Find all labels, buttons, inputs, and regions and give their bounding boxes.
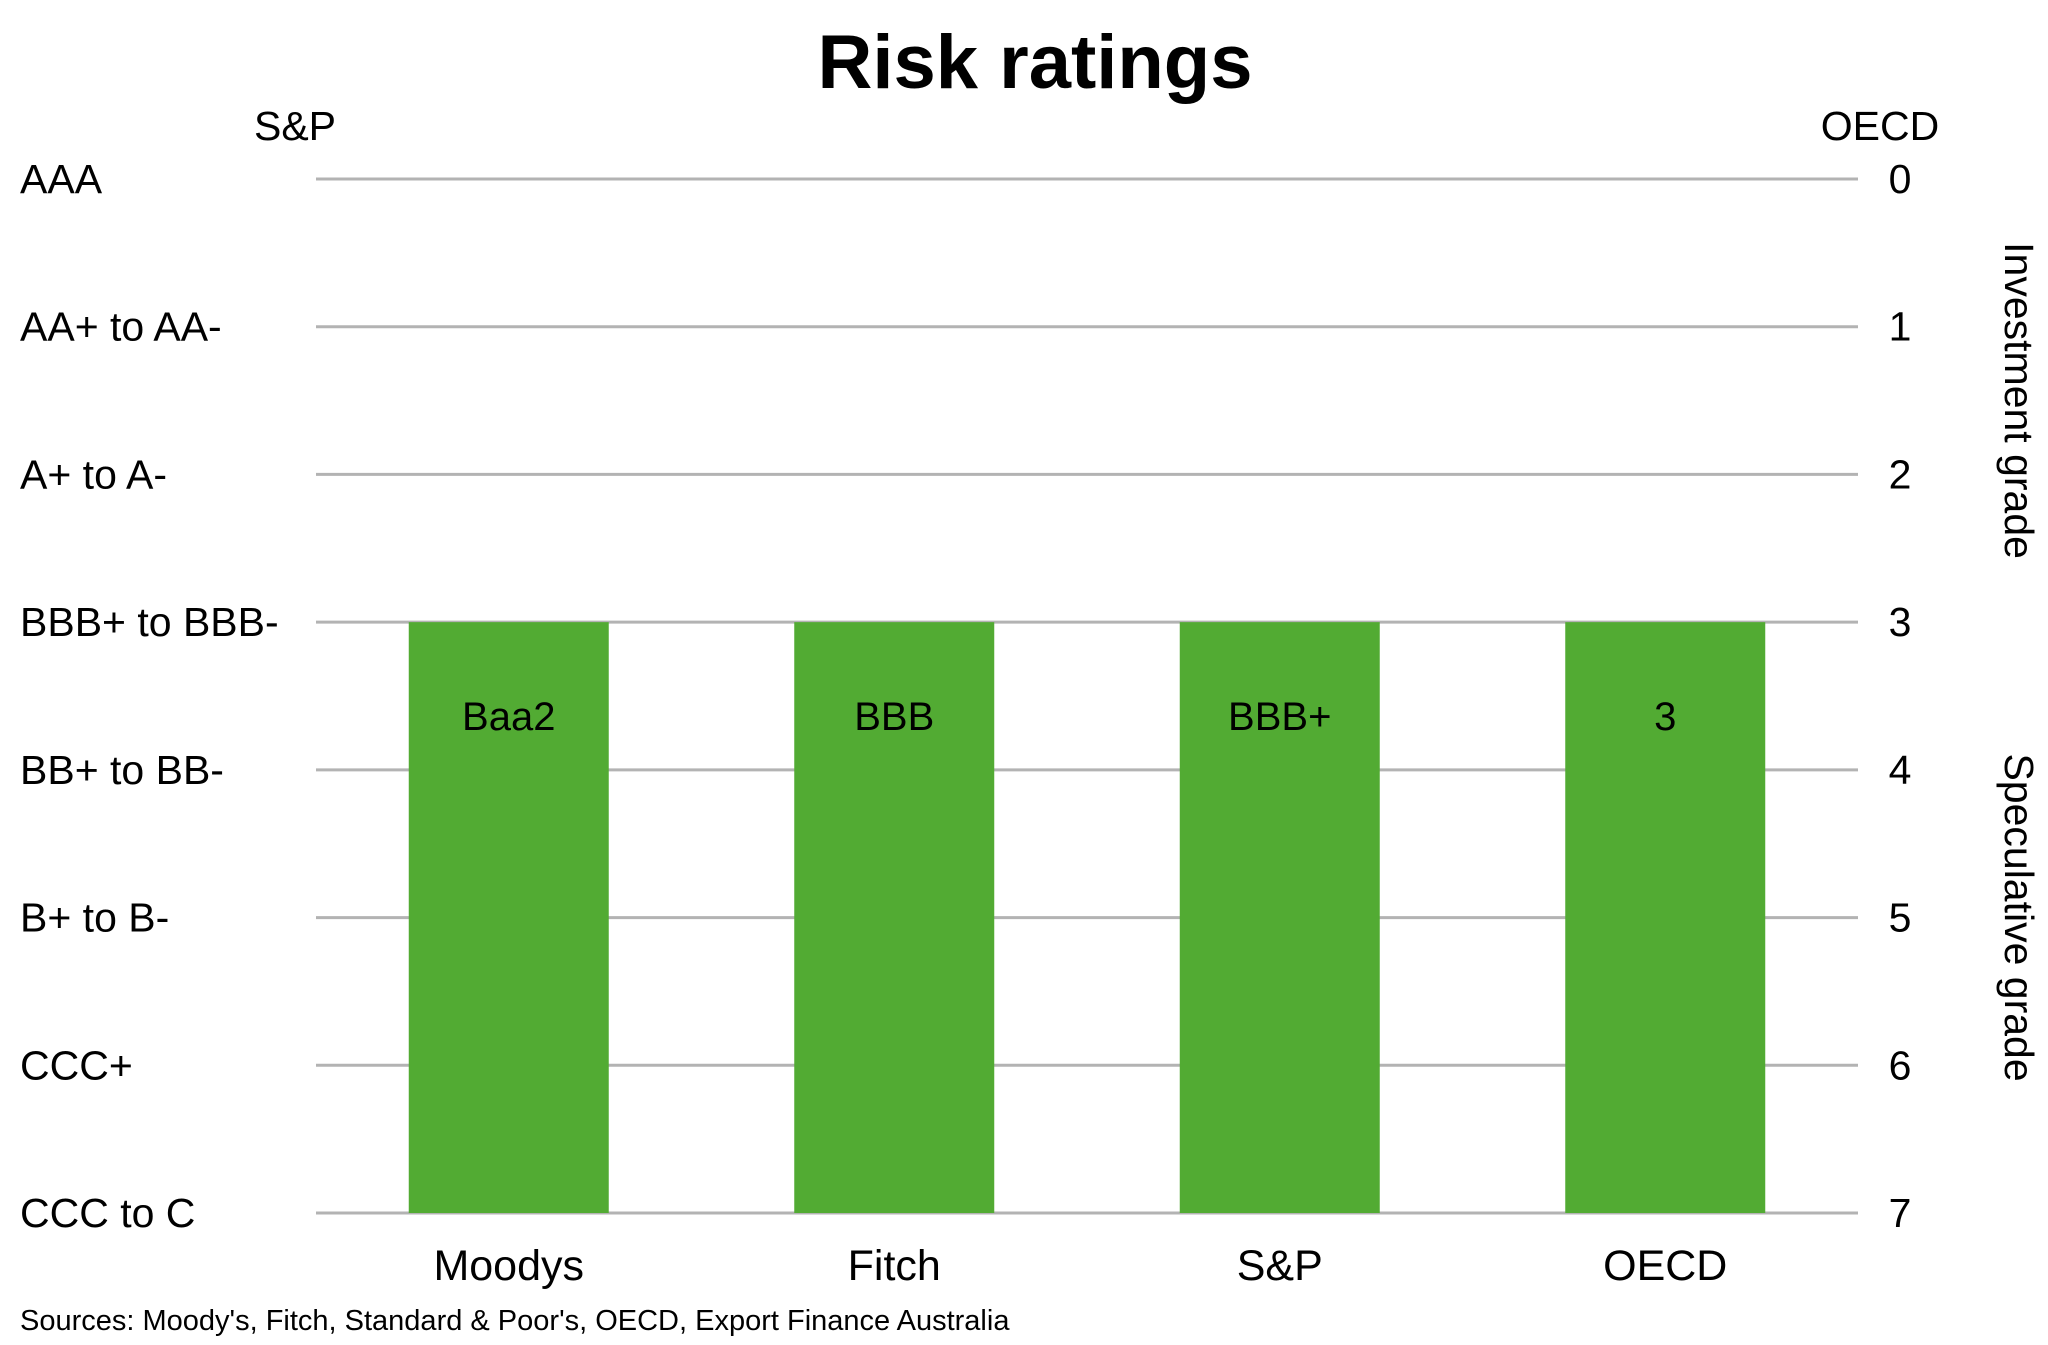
left-tick-label: B+ to B- xyxy=(20,895,169,941)
right-tick-label: 0 xyxy=(1889,156,1912,202)
right-axis-ticks: 0 1 2 3 4 5 6 7 xyxy=(1889,156,1912,1236)
left-tick-label: CCC+ xyxy=(20,1042,133,1088)
bar xyxy=(1179,622,1380,1213)
grade-bands: Investment grade Speculative grade xyxy=(1996,242,2042,1082)
left-axis-name: S&P xyxy=(254,103,336,149)
right-tick-label: 7 xyxy=(1889,1190,1912,1236)
bars: Baa2 BBB BBB+ 3 xyxy=(408,622,1766,1213)
grade-band-label: Investment grade xyxy=(1996,242,2042,559)
category-label: OECD xyxy=(1603,1242,1727,1290)
right-tick-label: 5 xyxy=(1889,895,1912,941)
right-tick-label: 1 xyxy=(1889,304,1912,350)
bar-data-label: 3 xyxy=(1654,695,1676,739)
category-axis: Moodys Fitch S&P OECD xyxy=(433,1242,1727,1290)
bar-data-label: BBB xyxy=(854,695,934,739)
source-note: Sources: Moody's, Fitch, Standard & Poor… xyxy=(20,1305,1010,1337)
grade-band-label: Speculative grade xyxy=(1996,753,2042,1081)
chart-title: Risk ratings xyxy=(817,20,1252,105)
left-tick-label: BBB+ to BBB- xyxy=(20,599,279,645)
category-label: Moodys xyxy=(433,1242,584,1290)
left-tick-label: AA+ to AA- xyxy=(20,304,222,350)
bar-data-label: BBB+ xyxy=(1228,695,1331,739)
bar-data-label: Baa2 xyxy=(462,695,555,739)
right-tick-label: 6 xyxy=(1889,1042,1912,1088)
left-tick-label: BB+ to BB- xyxy=(20,747,224,793)
right-tick-label: 2 xyxy=(1889,451,1912,497)
category-label: S&P xyxy=(1237,1242,1323,1290)
bar xyxy=(794,622,995,1213)
bar xyxy=(408,622,609,1213)
left-tick-label: CCC to C xyxy=(20,1190,195,1236)
category-label: Fitch xyxy=(848,1242,941,1290)
left-axis-ticks: AAA AA+ to AA- A+ to A- BBB+ to BBB- BB+ to … xyxy=(20,156,279,1236)
left-tick-label: AAA xyxy=(20,156,103,202)
right-axis-name: OECD xyxy=(1821,103,1939,149)
right-tick-label: 3 xyxy=(1889,599,1912,645)
right-tick-label: 4 xyxy=(1889,747,1912,793)
bar xyxy=(1565,622,1766,1213)
left-tick-label: A+ to A- xyxy=(20,451,167,497)
